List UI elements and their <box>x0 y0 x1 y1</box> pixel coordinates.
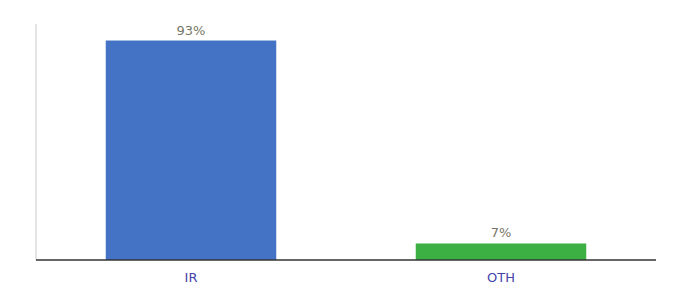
data-label: 93% <box>177 23 206 38</box>
bar <box>106 41 277 260</box>
chart-svg: 93% 7% IR OTH <box>0 0 680 300</box>
y-axis-line <box>36 24 37 260</box>
bar <box>416 243 587 260</box>
x-tick-label: IR <box>185 270 198 285</box>
x-axis-line <box>36 259 656 261</box>
bars <box>106 41 587 260</box>
data-label: 7% <box>491 225 512 240</box>
chart-container: 93% 7% IR OTH <box>0 0 680 300</box>
x-tick-label: OTH <box>487 270 515 285</box>
